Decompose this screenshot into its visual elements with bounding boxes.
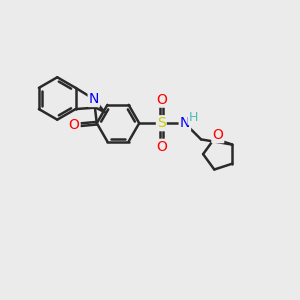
Text: O: O [212,128,223,142]
Text: N: N [180,116,190,130]
Text: O: O [69,118,80,132]
Text: O: O [156,140,167,154]
Text: H: H [189,111,198,124]
Text: O: O [156,93,167,106]
Text: S: S [157,116,166,130]
Text: N: N [89,92,99,106]
